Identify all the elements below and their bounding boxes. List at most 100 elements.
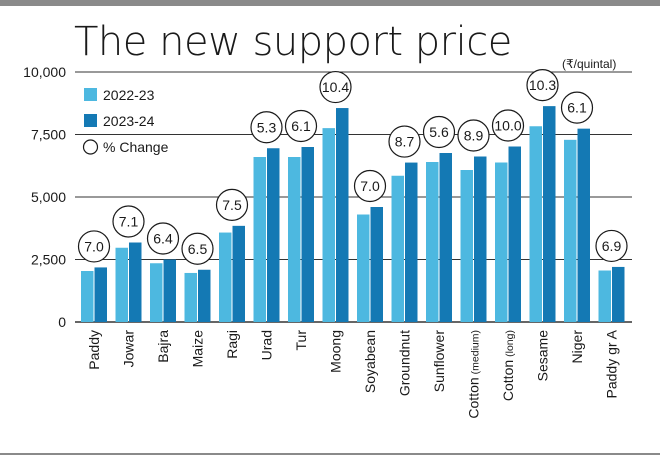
bar-2022-23 — [150, 263, 163, 322]
bar-2022-23 — [288, 157, 301, 322]
pct-change-bubble — [526, 69, 559, 102]
bar-2022-23 — [460, 170, 473, 322]
bar-2022-23 — [357, 214, 370, 322]
bar-2022-23 — [253, 157, 266, 322]
bars — [81, 106, 625, 322]
bar-2022-23 — [391, 175, 404, 322]
bar-2022-23 — [115, 247, 128, 322]
bar-2022-23 — [81, 271, 94, 322]
pct-change-label: 6.5 — [188, 241, 208, 257]
pct-change-label: 6.1 — [567, 100, 587, 116]
category-label: Tur — [293, 330, 309, 351]
chart-title: The new support price — [74, 19, 512, 65]
top-rule — [0, 0, 660, 6]
bar-2023-24 — [543, 106, 556, 322]
x-axis-labels: Paddy Jowar Bajra Maize Ragi Urad Tur Moong Soya… — [86, 329, 620, 418]
bottom-rule — [0, 453, 660, 455]
legend-label-change: % Change — [103, 139, 169, 155]
category-label: Jowar — [121, 330, 137, 368]
pct-change-bubble — [457, 119, 490, 152]
category-label: Niger — [569, 330, 585, 364]
bar-2022-23 — [598, 270, 611, 322]
category-label: Sesame — [535, 330, 551, 382]
pct-change-label: 6.4 — [153, 231, 173, 247]
bar-2022-23 — [495, 162, 508, 322]
bar-2022-23 — [529, 126, 542, 322]
pct-change-bubble — [353, 169, 387, 203]
pct-change-label: 7.5 — [222, 197, 242, 213]
bar-2023-24 — [198, 269, 211, 322]
pct-change-label: 6.9 — [602, 238, 622, 254]
pct-change-bubble — [319, 70, 352, 104]
y-axis-ticks: 0 2,500 5,000 7,500 10,000 — [23, 64, 66, 330]
pct-change-label: 5.3 — [257, 119, 277, 135]
pct-change-label: 5.6 — [429, 124, 449, 140]
pct-change-bubble — [181, 232, 214, 265]
legend-change-circle-icon — [82, 139, 99, 155]
pct-change-bubble — [422, 115, 456, 149]
pct-change-bubble — [284, 109, 318, 143]
bar-2023-24 — [94, 267, 107, 322]
pct-change-bubble — [77, 230, 111, 263]
bar-2023-24 — [336, 108, 349, 322]
pct-change-bubble — [595, 229, 628, 263]
pct-change-label: 7.0 — [84, 238, 104, 254]
pct-change-bubble — [146, 222, 180, 255]
pct-change-label: 8.9 — [464, 128, 484, 144]
category-label: Soyabean — [362, 330, 378, 393]
bar-2022-23 — [184, 272, 197, 322]
category-label: Groundnut — [397, 330, 413, 396]
category-label: Moong — [328, 330, 344, 373]
legend-label-2022-23: 2022-23 — [103, 87, 155, 103]
bar-2023-24 — [232, 225, 245, 322]
pct-change-bubble — [388, 125, 421, 158]
pct-change-label: 8.7 — [395, 134, 415, 150]
category-label: Sunflower — [431, 330, 447, 393]
pct-change-bubble — [215, 188, 249, 221]
legend: 2022-23 2023-24 % Change — [82, 87, 169, 155]
bar-2023-24 — [267, 148, 280, 322]
bar-2023-24 — [474, 156, 487, 322]
y-tick-label: 0 — [58, 314, 66, 330]
bar-2023-24 — [301, 147, 314, 322]
category-label: Paddy gr A — [604, 329, 620, 398]
bar-2022-23 — [219, 232, 232, 322]
bar-2023-24 — [405, 162, 418, 322]
bar-2023-24 — [508, 146, 521, 322]
bar-2022-23 — [564, 139, 577, 322]
category-label: Ragi — [224, 330, 240, 359]
legend-swatch-2023-24 — [84, 114, 97, 127]
legend-label-2023-24: 2023-24 — [103, 113, 155, 129]
pct-change-bubble — [112, 205, 145, 238]
category-label: Urad — [259, 330, 275, 360]
pct-change-bubble — [250, 111, 283, 144]
pct-change-label: 10.3 — [529, 77, 556, 93]
y-tick-label: 7,500 — [31, 127, 66, 143]
category-label: Cotton(long) — [500, 330, 516, 401]
y-tick-label: 5,000 — [31, 189, 66, 205]
y-tick-label: 10,000 — [23, 64, 66, 80]
bar-2022-23 — [426, 162, 439, 322]
bar-2023-24 — [129, 242, 142, 322]
category-label: Bajra — [155, 330, 171, 363]
category-label: Paddy — [86, 330, 102, 370]
pct-change-bubble — [491, 109, 525, 142]
bar-2023-24 — [612, 266, 625, 322]
bar-2022-23 — [322, 128, 335, 322]
unit-note: (₹/quintal) — [562, 57, 617, 71]
pct-change-label: 7.1 — [119, 214, 139, 230]
category-label: Cotton(medium) — [466, 330, 482, 419]
pct-change-label: 10.4 — [322, 79, 349, 95]
pct-change-label: 10.0 — [494, 118, 521, 134]
y-tick-label: 2,500 — [31, 252, 66, 268]
pct-change-label: 7.0 — [360, 178, 380, 194]
pct-change-bubble — [560, 91, 594, 124]
pct-change-bubbles: 7.0 7.1 6.4 6.5 7.5 5.3 6.1 10.4 7.0 8.7 5.6 8.9 10.… — [77, 69, 628, 265]
bar-2023-24 — [439, 153, 452, 322]
category-label: Maize — [190, 330, 206, 368]
pct-change-label: 6.1 — [291, 118, 311, 134]
bar-2023-24 — [163, 259, 176, 322]
bar-2023-24 — [370, 207, 383, 322]
